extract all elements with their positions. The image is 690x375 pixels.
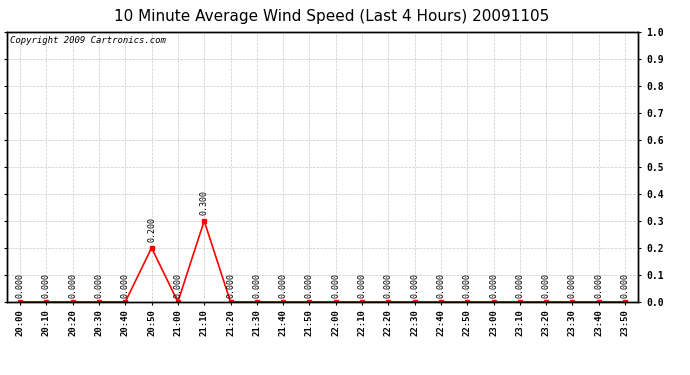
Text: 0.000: 0.000 — [568, 273, 577, 298]
Text: 0.000: 0.000 — [357, 273, 366, 298]
Text: 0.000: 0.000 — [253, 273, 262, 298]
Text: 0.000: 0.000 — [331, 273, 340, 298]
Text: 0.000: 0.000 — [68, 273, 77, 298]
Text: 0.000: 0.000 — [410, 273, 419, 298]
Text: 0.000: 0.000 — [279, 273, 288, 298]
Text: 0.000: 0.000 — [620, 273, 629, 298]
Text: Copyright 2009 Cartronics.com: Copyright 2009 Cartronics.com — [10, 36, 166, 45]
Text: 0.000: 0.000 — [95, 273, 103, 298]
Text: 0.000: 0.000 — [594, 273, 603, 298]
Text: 0.000: 0.000 — [463, 273, 472, 298]
Text: 0.000: 0.000 — [489, 273, 498, 298]
Text: 0.000: 0.000 — [226, 273, 235, 298]
Text: 0.000: 0.000 — [42, 273, 51, 298]
Text: 0.000: 0.000 — [542, 273, 551, 298]
Text: 0.000: 0.000 — [121, 273, 130, 298]
Text: 0.000: 0.000 — [16, 273, 25, 298]
Text: 0.000: 0.000 — [173, 273, 182, 298]
Text: 10 Minute Average Wind Speed (Last 4 Hours) 20091105: 10 Minute Average Wind Speed (Last 4 Hou… — [114, 9, 549, 24]
Text: 0.000: 0.000 — [384, 273, 393, 298]
Text: 0.300: 0.300 — [199, 190, 208, 215]
Text: 0.000: 0.000 — [437, 273, 446, 298]
Text: 0.000: 0.000 — [515, 273, 524, 298]
Text: 0.000: 0.000 — [305, 273, 314, 298]
Text: 0.200: 0.200 — [147, 217, 156, 242]
